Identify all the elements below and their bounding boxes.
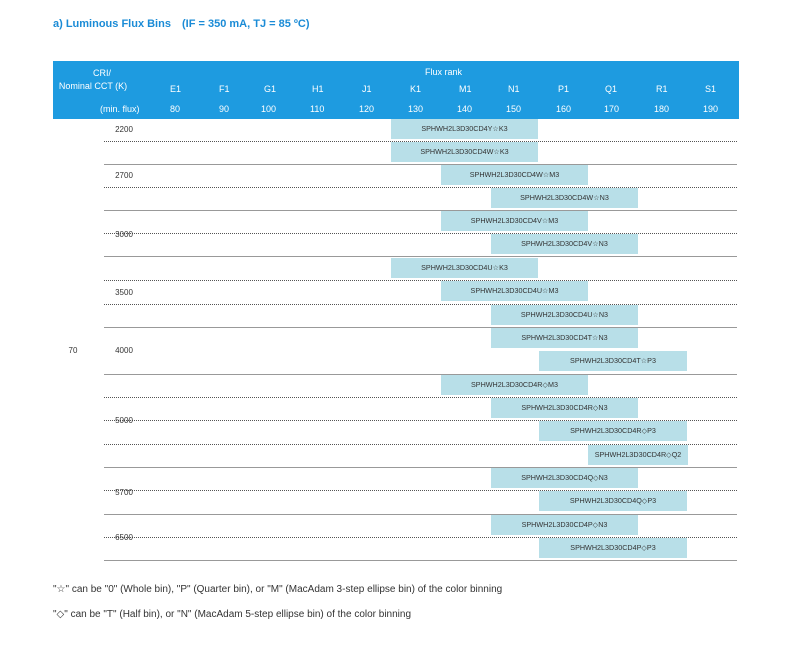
bin-3500-m3: SPHWH2L3D30CD4U☆M3 [441, 281, 588, 301]
table-header: CRI/ Nominal CCT (K) Flux rank (min. flu… [53, 61, 739, 119]
bin-2700-k3: SPHWH2L3D30CD4W☆K3 [391, 142, 538, 162]
bin-6500-p3: SPHWH2L3D30CD4P◇P3 [539, 538, 687, 558]
row-divider [104, 233, 737, 234]
header-rank-j1: J1 [362, 84, 372, 94]
section-title: a) Luminous Flux Bins (IF = 350 mA, TJ =… [53, 18, 310, 30]
header-rank-h1: H1 [312, 84, 324, 94]
header-flux-e1: 80 [170, 104, 181, 114]
cct-3000: 3000 [115, 230, 133, 239]
bin-3500-n3: SPHWH2L3D30CD4U☆N3 [491, 305, 638, 325]
bin-3500-k3: SPHWH2L3D30CD4U☆K3 [391, 258, 538, 278]
group-divider [104, 467, 737, 468]
section-title-label: a) Luminous Flux Bins [53, 18, 171, 30]
header-rank-m1: M1 [459, 84, 472, 94]
header-rank-e1: E1 [170, 84, 182, 94]
cri-value: 70 [68, 346, 78, 355]
bin-5000-n3: SPHWH2L3D30CD4R◇N3 [491, 398, 638, 418]
row-divider [104, 187, 737, 188]
row-divider [104, 141, 737, 142]
bin-2700-n3: SPHWH2L3D30CD4W☆N3 [491, 188, 638, 208]
group-divider [104, 164, 737, 165]
header-flux-j1: 120 [359, 104, 375, 114]
header-rank-k1: K1 [410, 84, 422, 94]
header-flux-m1: 140 [457, 104, 473, 114]
cct-2700: 2700 [115, 171, 133, 180]
row-divider [104, 397, 737, 398]
bin-5700-n3: SPHWH2L3D30CD4Q◇N3 [491, 468, 638, 488]
group-divider [104, 327, 737, 328]
header-flux-h1: 110 [310, 104, 325, 114]
row-divider [104, 280, 737, 281]
header-rank-p1: P1 [558, 84, 570, 94]
header-flux-r1: 180 [654, 104, 670, 114]
header-flux-f1: 90 [219, 104, 230, 114]
row-divider [104, 444, 737, 445]
group-divider [104, 374, 737, 375]
group-divider [104, 210, 737, 211]
group-divider [104, 256, 737, 257]
bin-2200-k3: SPHWH2L3D30CD4Y☆K3 [391, 119, 538, 139]
bin-5000-q2: SPHWH2L3D30CD4R◇Q2 [588, 445, 688, 465]
header-rank-s1: S1 [705, 84, 717, 94]
row-divider [104, 537, 737, 538]
section-title-condition: (IF = 350 mA, TJ = 85 ºC) [182, 18, 310, 30]
row-divider [104, 304, 737, 305]
bin-6500-n3: SPHWH2L3D30CD4P◇N3 [491, 515, 638, 535]
header-rank-f1: F1 [219, 84, 230, 94]
header-flux-rank-label: Flux rank [425, 67, 463, 77]
bin-5000-p3: SPHWH2L3D30CD4R◇P3 [539, 421, 687, 441]
bin-5700-p3: SPHWH2L3D30CD4Q◇P3 [539, 491, 687, 511]
header-flux-g1: 100 [261, 104, 277, 114]
group-divider [104, 560, 737, 561]
header-flux-p1: 160 [556, 104, 572, 114]
bin-5000-m3: SPHWH2L3D30CD4R◇M3 [441, 375, 588, 395]
footnote-star: "☆" can be "0" (Whole bin), "P" (Quarter… [53, 584, 503, 595]
cct-3500: 3500 [115, 288, 133, 297]
bin-3000-m3: SPHWH2L3D30CD4V☆M3 [441, 211, 588, 231]
cct-4000: 4000 [115, 346, 133, 355]
header-rank-r1: R1 [656, 84, 668, 94]
header-flux-q1: 170 [604, 104, 620, 114]
bin-4000-p3: SPHWH2L3D30CD4T☆P3 [539, 351, 687, 371]
header-flux-n1: 150 [506, 104, 522, 114]
header-flux-s1: 190 [703, 104, 719, 114]
row-divider [104, 420, 737, 421]
bin-2700-m3: SPHWH2L3D30CD4W☆M3 [441, 165, 588, 185]
header-rank-g1: G1 [264, 84, 277, 94]
cct-2200: 2200 [115, 125, 133, 134]
group-divider [104, 514, 737, 515]
row-divider [104, 490, 737, 491]
cct-6500: 6500 [115, 533, 133, 542]
cct-5000: 5000 [115, 416, 133, 425]
header-rank-q1: Q1 [605, 84, 618, 94]
cct-5700: 5700 [115, 488, 133, 497]
header-cri-label: CRI/ [93, 68, 111, 78]
bin-3000-n3: SPHWH2L3D30CD4V☆N3 [491, 234, 638, 254]
bin-4000-n3: SPHWH2L3D30CD4T☆N3 [491, 328, 638, 348]
header-cct-label: Nominal CCT (K) [58, 81, 128, 91]
header-min-flux-label: (min. flux) [100, 104, 140, 114]
footnote-diamond: "◇" can be "T" (Half bin), or "N" (MacAd… [53, 609, 412, 620]
header-flux-k1: 130 [408, 104, 424, 114]
header-rank-n1: N1 [508, 84, 520, 94]
